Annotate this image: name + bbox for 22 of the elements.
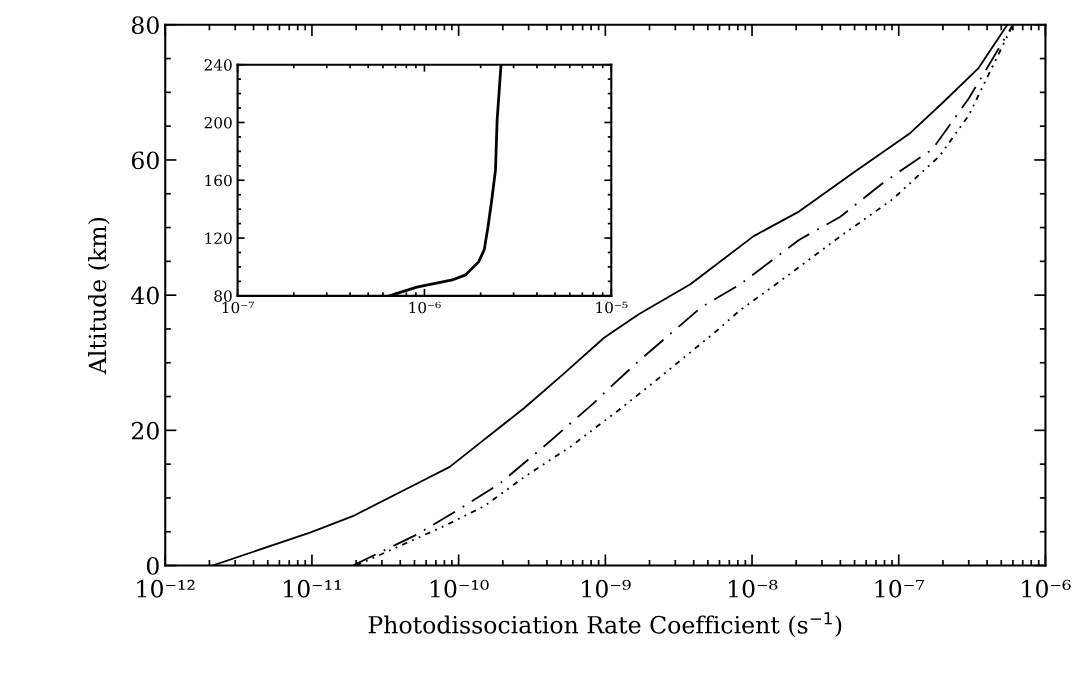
y-tick-label: 80 — [214, 290, 232, 302]
y-axis-title: Altitude (km) — [88, 218, 110, 375]
y-tick-label: 240 — [204, 59, 232, 71]
x-tick-label: 10⁻⁶ — [409, 301, 441, 314]
y-tick-label: 80 — [131, 16, 159, 35]
x-tick-label: 10⁻⁸ — [728, 579, 778, 598]
y-tick-label: 20 — [131, 421, 159, 440]
x-tick-label: 10⁻¹¹ — [284, 579, 341, 598]
y-tick-label: 40 — [131, 286, 159, 305]
x-tick-label: 10⁻⁷ — [875, 579, 925, 598]
x-tick-label: 10⁻¹² — [137, 579, 195, 598]
y-tick-label: 0 — [146, 556, 159, 575]
y-tick-label: 120 — [205, 232, 232, 245]
y-tick-label: 160 — [205, 174, 232, 187]
x-tick-label: 10⁻⁵ — [596, 301, 628, 314]
x-tick-label: 10⁻⁶ — [1022, 579, 1071, 598]
x-tick-label: 10⁻⁹ — [582, 579, 631, 598]
x-tick-label: 10⁻⁷ — [222, 301, 254, 314]
y-tick-label: 200 — [204, 116, 232, 129]
x-axis-title: Photodissociation Rate Coefficient (s$^{−1}$) — [368, 612, 842, 638]
x-tick-label: 10⁻¹⁰ — [430, 579, 489, 598]
y-tick-label: 60 — [131, 151, 159, 170]
